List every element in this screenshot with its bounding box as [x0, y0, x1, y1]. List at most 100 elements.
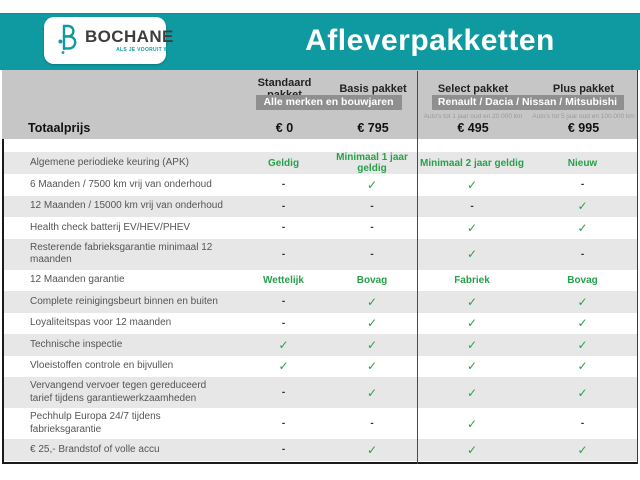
dash-mark: -	[281, 248, 286, 260]
check-icon: ✓	[577, 294, 588, 309]
check-icon: ✓	[577, 337, 588, 352]
dash-mark: -	[580, 418, 585, 429]
column-header-basis: Basis pakket	[339, 83, 407, 95]
check-icon: ✓	[577, 442, 588, 457]
check-icon: ✓	[366, 359, 378, 374]
table-row: Loyaliteitspas voor 12 maanden - ✓ ✓ ✓	[4, 313, 637, 335]
check-icon: ✓	[466, 316, 478, 331]
check-icon: ✓	[366, 294, 378, 309]
row-label: Complete reinigingsbeurt binnen en buite…	[30, 295, 218, 307]
dash-mark: -	[281, 200, 286, 212]
row-label: € 25,- Brandstof of volle accu	[30, 443, 160, 455]
totaalprijs-label: Totaalprijs	[28, 121, 91, 135]
table-row: Complete reinigingsbeurt binnen en buite…	[4, 291, 637, 313]
row-label: Health check batterij EV/HEV/PHEV	[30, 221, 191, 233]
row-label: 12 Maanden garantie	[30, 274, 125, 285]
check-icon: ✓	[366, 442, 378, 457]
check-icon: ✓	[577, 359, 588, 374]
package-names-row: Standaard pakket Basis pakket Select pak…	[2, 77, 637, 101]
price-basis: € 795	[357, 121, 389, 135]
row-label: Technische inspectie	[30, 338, 123, 350]
check-icon: ✓	[466, 220, 478, 235]
column-header-plus: Plus pakket	[552, 83, 615, 95]
bochane-logo: BOCHANE ALS JE VOORUIT WIL	[44, 17, 173, 64]
table-row: Pechhulp Europa 24/7 tijdens fabrieksgar…	[4, 408, 637, 439]
check-icon: ✓	[466, 337, 478, 352]
row-label: 12 Maanden / 15000 km vrij van onderhoud	[30, 200, 223, 211]
row-value: Minimaal 1 jaar geldig	[336, 152, 408, 174]
check-icon: ✓	[278, 359, 289, 374]
check-icon: ✓	[366, 385, 378, 400]
table-row: Vloeistoffen controle en bijvullen ✓ ✓ ✓ ✓	[4, 356, 637, 378]
table-row: Algemene periodieke keuring (APK) Geldig M…	[4, 152, 637, 174]
table-row: 12 Maanden / 15000 km vrij van onderhoud…	[4, 195, 637, 217]
table-body: Algemene periodieke keuring (APK) Geldig M…	[2, 139, 638, 464]
row-value: Wettelijk	[263, 274, 304, 286]
check-icon: ✓	[466, 416, 478, 431]
check-icon: ✓	[466, 385, 478, 400]
row-value: Bovag	[567, 274, 598, 286]
price-select: € 495	[457, 121, 489, 135]
dash-mark: -	[281, 418, 286, 429]
row-value: Fabriek	[454, 274, 490, 286]
check-icon: ✓	[366, 337, 378, 352]
table-row: 12 Maanden garantie Wettelijk Bovag Fabriek…	[4, 270, 637, 292]
row-label: 6 Maanden / 7500 km vrij van onderhoud	[30, 178, 212, 190]
dash-mark: -	[281, 179, 286, 191]
table-row: Health check batterij EV/HEV/PHEV - - ✓ ✓	[4, 217, 637, 239]
dash-mark: -	[281, 317, 286, 329]
table-row: 6 Maanden / 7500 km vrij van onderhoud - ✓…	[4, 174, 637, 196]
table-header: Standaard pakket Basis pakket Select pak…	[2, 70, 638, 139]
table-row: Technische inspectie ✓ ✓ ✓ ✓	[4, 334, 637, 356]
row-label: Resterende fabrieksgarantie minimaal 12 …	[30, 241, 213, 266]
table-row: € 25,- Brandstof of volle accu - ✓ ✓ ✓	[4, 439, 637, 461]
check-icon: ✓	[577, 385, 588, 400]
dash-mark: -	[281, 296, 286, 308]
totaalprijs-row: Totaalprijs € 0 € 795 € 495 € 995	[2, 121, 637, 135]
row-value: Bovag	[356, 274, 388, 286]
row-label: Algemene periodieke keuring (APK)	[30, 156, 189, 168]
dash-mark: -	[370, 200, 374, 212]
row-label: Vervangend vervoer tegen gereduceerd tar…	[30, 380, 207, 404]
price-standaard: € 0	[275, 121, 294, 135]
badge-all-brands: Alle merken en bouwjaren	[255, 95, 402, 110]
logo-wordmark: BOCHANE	[85, 27, 174, 46]
check-icon: ✓	[577, 316, 588, 331]
dash-mark: -	[281, 222, 286, 234]
page-title: Afleverpakketten	[305, 24, 555, 57]
dash-mark: -	[580, 179, 585, 191]
check-icon: ✓	[466, 442, 478, 457]
check-icon: ✓	[366, 177, 378, 192]
packages-comparison-table: Standaard pakket Basis pakket Select pak…	[2, 70, 638, 465]
row-label: Loyaliteitspas voor 12 maanden	[30, 317, 172, 328]
check-icon: ✓	[466, 247, 478, 261]
check-icon: ✓	[466, 177, 478, 192]
dash-mark: -	[370, 222, 374, 234]
row-value: Minimaal 2 jaar geldig	[420, 157, 524, 169]
dash-mark: -	[281, 444, 286, 456]
check-icon: ✓	[577, 220, 588, 235]
dash-mark: -	[370, 418, 374, 429]
dash-mark: -	[470, 200, 474, 212]
dash-mark: -	[580, 248, 585, 260]
brand-badges-row: Alle merken en bouwjaren Renault / Dacia…	[2, 95, 637, 110]
check-icon: ✓	[577, 199, 588, 214]
badge-renault-group: Renault / Dacia / Nissan / Mitsubishi	[431, 95, 624, 110]
column-header-select: Select pakket	[437, 83, 509, 95]
check-icon: ✓	[466, 359, 478, 374]
row-value: Geldig	[267, 157, 300, 169]
check-icon: ✓	[466, 294, 478, 309]
logo-tagline: ALS JE VOORUIT WIL	[116, 47, 174, 53]
row-label: Vloeistoffen controle en bijvullen	[30, 360, 174, 371]
dash-mark: -	[370, 248, 374, 260]
check-icon: ✓	[278, 337, 289, 352]
price-plus: € 995	[567, 121, 600, 135]
bochane-b-icon	[56, 21, 80, 60]
table-row: Resterende fabrieksgarantie minimaal 12 …	[4, 238, 637, 270]
caption-select: Auto's tot 1 jaar oud en 20.000 km	[423, 113, 523, 120]
header-bar: BOCHANE ALS JE VOORUIT WIL Afleverpakket…	[0, 13, 640, 70]
dash-mark: -	[281, 387, 286, 398]
column-captions-row: Auto's tot 1 jaar oud en 20.000 km Auto'…	[2, 113, 637, 120]
column-divider-line	[417, 71, 418, 464]
